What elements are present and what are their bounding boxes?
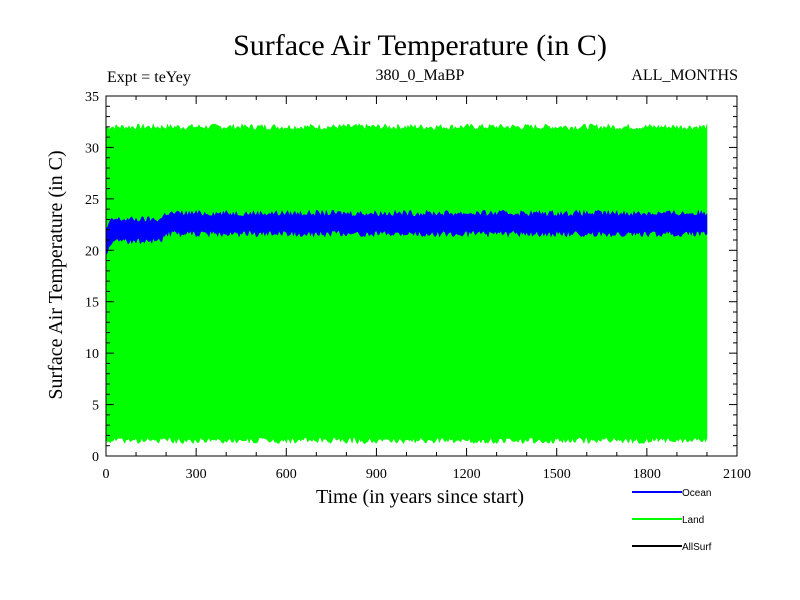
- y-tick-label: 15: [85, 296, 99, 311]
- x-tick-label: 600: [276, 467, 297, 482]
- y-tick-label: 0: [92, 450, 99, 465]
- series-land-band: [105, 123, 708, 445]
- plot-area: 0 300 600 900 1200 1500 1800 2100 0 5 10 15 20 25 30 35: [85, 90, 751, 482]
- x-tick-label: 0: [103, 467, 110, 482]
- y-tick-label: 35: [85, 90, 99, 105]
- chart-title: Surface Air Temperature (in C): [233, 29, 607, 62]
- y-tick-label: 25: [85, 193, 99, 208]
- x-tick-label: 1800: [633, 467, 661, 482]
- legend: Ocean Land AllSurf: [632, 488, 712, 553]
- x-tick-label: 900: [366, 467, 387, 482]
- legend-label-ocean: Ocean: [682, 488, 711, 499]
- x-axis-label: Time (in years since start): [316, 486, 524, 508]
- months-label: ALL_MONTHS: [631, 67, 738, 84]
- legend-label-land: Land: [682, 515, 704, 526]
- period-label: 380_0_MaBP: [376, 67, 465, 84]
- y-axis-label: Surface Air Temperature (in C): [45, 150, 67, 399]
- y-tick-label: 30: [85, 141, 99, 156]
- experiment-label: Expt = teYey: [107, 69, 191, 86]
- x-tick-label: 1200: [453, 467, 481, 482]
- series-ocean-band: [105, 209, 708, 256]
- y-tick-label: 5: [92, 399, 99, 414]
- plot-frame: [105, 95, 738, 457]
- x-tick-label: 1500: [543, 467, 571, 482]
- y-tick-label: 20: [85, 244, 99, 259]
- x-tick-label: 300: [186, 467, 207, 482]
- legend-label-allsurf: AllSurf: [682, 542, 712, 553]
- y-tick-label: 10: [85, 347, 99, 362]
- x-tick-label: 2100: [723, 467, 751, 482]
